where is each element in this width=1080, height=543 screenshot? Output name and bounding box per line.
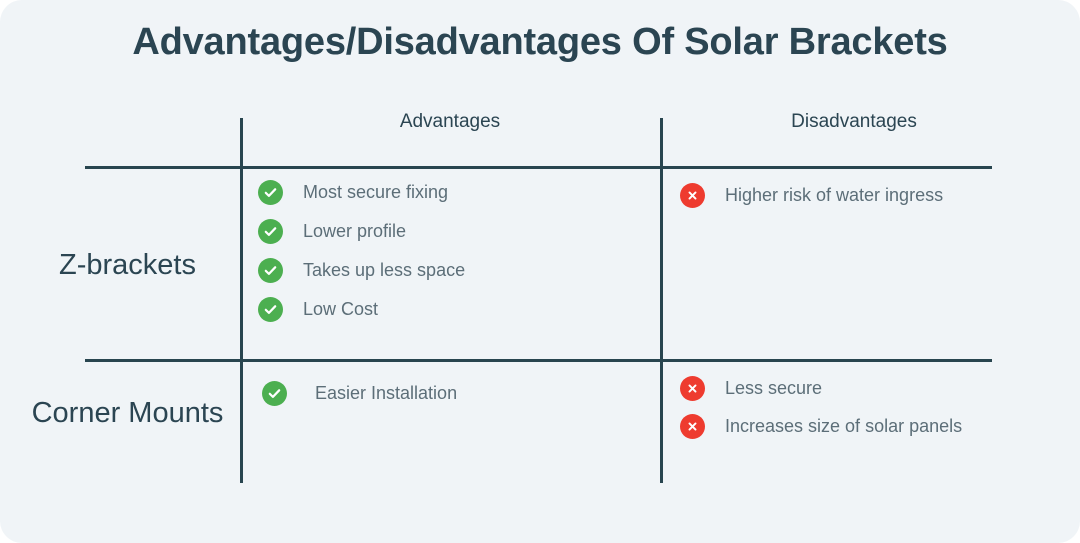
header-divider [85, 166, 992, 169]
check-circle-icon [258, 297, 283, 322]
disadvantage-list-corner-mounts: Less secure Increases size of solar pane… [680, 376, 962, 452]
column-divider-left [240, 118, 243, 483]
list-item-label: Low Cost [303, 299, 379, 319]
list-item: Lower profile [258, 219, 465, 244]
list-item: Low Cost [258, 297, 465, 322]
column-header-advantages: Advantages [399, 111, 501, 132]
cross-circle-icon [680, 183, 705, 208]
list-item-label: Takes up less space [303, 260, 466, 280]
list-item-label: Less secure [725, 378, 823, 398]
check-circle-icon [258, 219, 283, 244]
check-circle-icon [262, 381, 287, 406]
check-circle-icon [258, 258, 283, 283]
column-header-disadvantages: Disadvantages [791, 111, 917, 132]
disadvantage-list-z-brackets: Higher risk of water ingress [680, 183, 943, 221]
advantage-list-corner-mounts: Easier Installation [262, 381, 457, 406]
column-divider-right [660, 118, 663, 483]
check-circle-icon [258, 180, 283, 205]
list-item-label: Higher risk of water ingress [725, 185, 944, 205]
row-divider [85, 359, 992, 362]
list-item: Easier Installation [262, 381, 457, 406]
cross-circle-icon [680, 376, 705, 401]
list-item-label: Lower profile [303, 221, 407, 241]
page-title: Advantages/Disadvantages Of Solar Bracke… [132, 21, 948, 63]
list-item: Less secure [680, 376, 962, 401]
advantage-list-z-brackets: Most secure fixing Lower profile Takes u… [258, 180, 465, 336]
list-item-label: Increases size of solar panels [725, 416, 963, 436]
list-item: Increases size of solar panels [680, 414, 962, 439]
list-item: Higher risk of water ingress [680, 183, 943, 208]
cross-circle-icon [680, 414, 705, 439]
list-item: Most secure fixing [258, 180, 465, 205]
list-item-label: Easier Installation [315, 383, 458, 403]
row-label-z-brackets: Z-brackets [59, 249, 196, 281]
list-item: Takes up less space [258, 258, 465, 283]
row-label-corner-mounts: Corner Mounts [31, 397, 224, 429]
list-item-label: Most secure fixing [303, 182, 449, 202]
